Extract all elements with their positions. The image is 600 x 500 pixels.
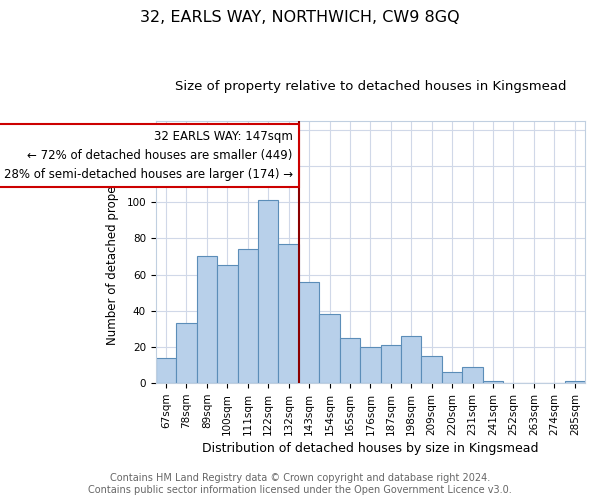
Bar [217,266,238,383]
Bar [380,345,401,383]
Text: 32 EARLS WAY: 147sqm
← 72% of detached houses are smaller (449)
28% of semi-deta: 32 EARLS WAY: 147sqm ← 72% of detached h… [4,130,293,180]
Bar [197,256,217,383]
Bar [258,200,278,383]
Bar [176,324,197,383]
Bar [340,338,360,383]
Bar [463,367,483,383]
Bar [238,249,258,383]
Title: Size of property relative to detached houses in Kingsmead: Size of property relative to detached ho… [175,80,566,93]
Bar [442,372,463,383]
Bar [156,358,176,383]
Bar [565,382,585,383]
Bar [421,356,442,383]
Bar [483,382,503,383]
Bar [299,282,319,383]
Bar [278,244,299,383]
Text: Contains HM Land Registry data © Crown copyright and database right 2024.
Contai: Contains HM Land Registry data © Crown c… [88,474,512,495]
Bar [360,347,380,383]
Bar [401,336,421,383]
Y-axis label: Number of detached properties: Number of detached properties [106,159,119,345]
Bar [319,314,340,383]
X-axis label: Distribution of detached houses by size in Kingsmead: Distribution of detached houses by size … [202,442,539,455]
Text: 32, EARLS WAY, NORTHWICH, CW9 8GQ: 32, EARLS WAY, NORTHWICH, CW9 8GQ [140,10,460,25]
